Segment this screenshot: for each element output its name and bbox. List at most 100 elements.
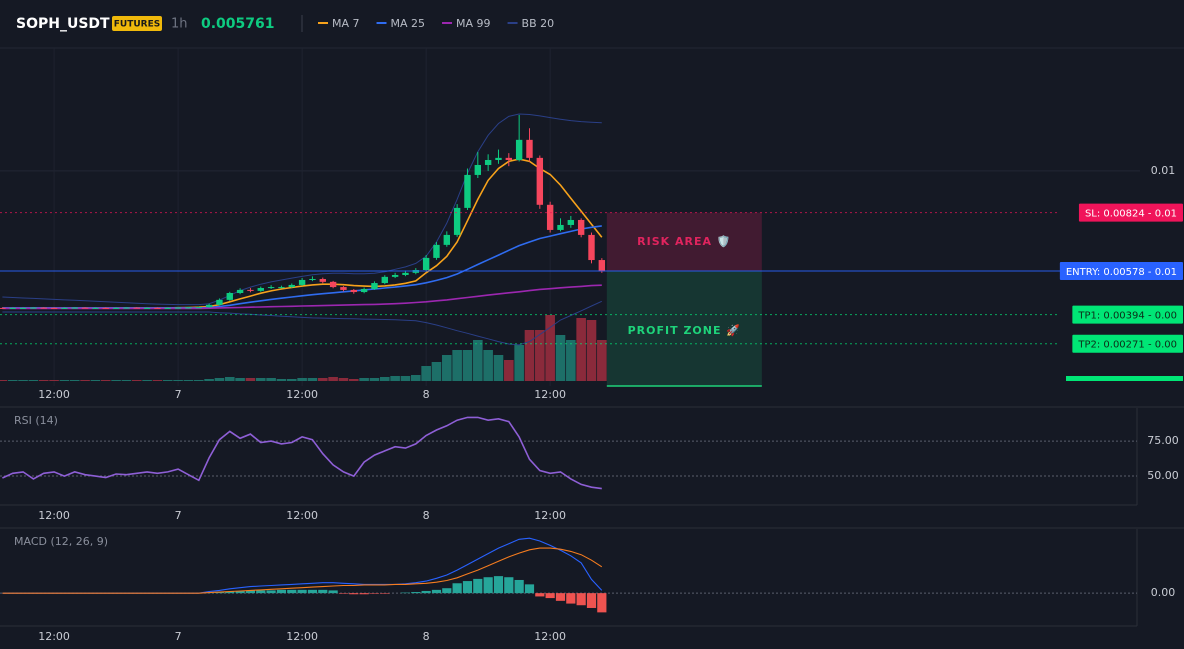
candle-body — [40, 307, 47, 309]
candle-body — [577, 219, 585, 235]
volume-bar — [431, 362, 442, 381]
histogram-bar — [297, 589, 307, 594]
candle-body — [350, 289, 357, 293]
candle-body — [546, 204, 554, 230]
candle-body — [557, 224, 564, 230]
histogram-bar — [349, 593, 359, 595]
candle-body — [81, 307, 89, 309]
level-tag-bg — [1072, 305, 1183, 324]
volume-bar — [18, 380, 28, 381]
candle-body — [123, 307, 130, 309]
volume-bar — [224, 377, 235, 381]
volume-bar — [566, 340, 576, 381]
volume-bar — [90, 380, 101, 381]
candle-body — [61, 307, 68, 309]
volume-bar — [597, 340, 607, 381]
risk-zone — [606, 212, 762, 271]
legend-label: MA 25 — [391, 17, 426, 30]
level-tag-label: SL: 0.00824 - 0.01 — [1085, 209, 1177, 220]
volume-bar — [7, 380, 18, 381]
volume-bar — [59, 380, 70, 381]
volume-bar — [286, 379, 297, 381]
volume-bar — [545, 315, 555, 381]
histogram-bar — [483, 577, 493, 594]
volume-bar — [131, 380, 142, 381]
candle-body — [174, 307, 182, 309]
volume-bar — [307, 378, 318, 381]
volume-bar — [338, 378, 349, 381]
candle-body — [371, 283, 378, 289]
volume-bar — [49, 380, 59, 381]
volume-bar — [400, 376, 411, 381]
histogram-bar — [566, 593, 576, 604]
volume-bar — [276, 379, 287, 381]
volume-bar — [421, 366, 431, 381]
volume-bar — [28, 380, 39, 381]
candle-body — [30, 307, 37, 309]
volume-bar — [483, 350, 493, 381]
histogram-bar — [225, 591, 235, 594]
histogram-bar — [318, 589, 328, 594]
volume-bar — [162, 380, 173, 381]
x-tick-label: 7 — [175, 388, 182, 401]
x-tick-label: 12:00 — [534, 388, 566, 401]
candle-body — [50, 307, 58, 309]
histogram-bar — [535, 593, 545, 597]
legend-label: MA 7 — [332, 17, 360, 30]
x-tick-label: 12:00 — [38, 388, 70, 401]
candle-body — [154, 307, 161, 309]
candle-body — [360, 288, 368, 293]
panel-title: MACD (12, 26, 9) — [14, 535, 108, 548]
y-tick-label: 0.01 — [1151, 164, 1176, 177]
histogram-bar — [256, 590, 266, 594]
profit-zone — [606, 270, 762, 386]
histogram-bar — [421, 590, 431, 594]
histogram-bar — [338, 593, 349, 594]
last-price: 0.005761 — [201, 16, 275, 32]
candle-body — [102, 307, 109, 309]
candle-body — [526, 139, 533, 158]
candle-body — [257, 288, 264, 291]
volume-bar — [473, 340, 483, 381]
volume-bar — [266, 378, 276, 381]
volume-bar — [462, 350, 473, 381]
volume-bar — [317, 378, 328, 381]
x-tick-label: 8 — [423, 509, 430, 522]
histogram-bar — [524, 584, 535, 594]
legend-label: MA 99 — [456, 17, 491, 30]
level-tag-label: ENTRY: 0.00578 - 0.01 — [1066, 267, 1177, 278]
candle-body — [195, 307, 202, 309]
candle-body — [464, 174, 471, 208]
histogram-bar — [431, 589, 442, 594]
level-tag-label: TP2: 0.00271 - 0.00 — [1077, 340, 1177, 351]
candle-body — [329, 281, 337, 288]
volume-bar — [369, 378, 380, 381]
x-tick-label: 12:00 — [534, 509, 566, 522]
candle-body — [71, 307, 78, 309]
candle-body — [598, 260, 606, 272]
level-tag-bg — [1059, 261, 1183, 280]
candle-body — [515, 139, 523, 160]
histogram-bar — [235, 590, 245, 594]
candle-body — [505, 157, 513, 160]
volume-bar — [183, 380, 194, 381]
x-tick-label: 12:00 — [534, 630, 566, 643]
legend-label: BB 20 — [522, 17, 555, 30]
volume-bar — [121, 380, 132, 381]
candle-body — [319, 279, 326, 282]
candle-body — [143, 307, 151, 309]
volume-bar — [493, 355, 504, 381]
histogram-bar — [597, 593, 607, 613]
histogram-bar — [514, 579, 524, 594]
bb-line — [2, 113, 602, 306]
interval: 1h — [171, 17, 188, 32]
volume-bar — [411, 375, 421, 381]
histogram-bar — [400, 592, 411, 594]
volume-bar — [359, 378, 369, 381]
candle-body — [298, 279, 306, 285]
x-tick-label: 12:00 — [286, 388, 318, 401]
volume-bar — [390, 376, 400, 381]
candle-body — [133, 307, 140, 309]
level-tag: SL: 0.00824 - 0.01 — [1078, 203, 1183, 222]
volume-bar — [214, 378, 225, 381]
